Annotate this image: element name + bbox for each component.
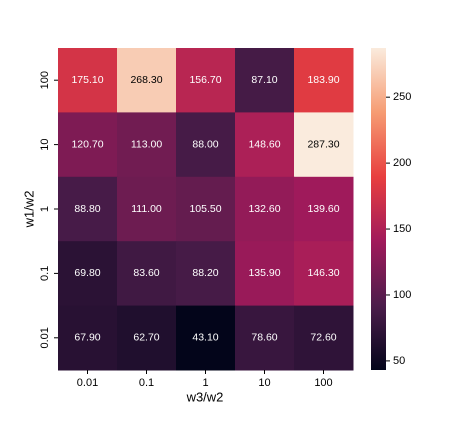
cell-label: 120.70 — [71, 138, 103, 150]
cell-label: 175.10 — [71, 74, 103, 86]
heatmap-cell — [117, 176, 177, 242]
colorbar-tick-label: 100 — [393, 289, 411, 301]
heatmap-cell — [235, 176, 295, 242]
cell-label: 148.60 — [248, 138, 280, 150]
cell-label: 113.00 — [131, 138, 162, 150]
cell-label: 88.00 — [192, 138, 218, 150]
heatmap-cell — [294, 176, 354, 242]
heatmap-cell — [235, 241, 295, 307]
colorbar-tick-label: 150 — [393, 223, 411, 235]
cell-label: 156.70 — [189, 74, 221, 86]
heatmap-cell — [294, 305, 354, 371]
x-tick-label: 10 — [258, 377, 270, 389]
heatmap-cell — [58, 241, 118, 307]
cell-label: 139.60 — [307, 203, 339, 215]
cell-label: 78.60 — [251, 332, 277, 344]
cell-label: 72.60 — [310, 332, 336, 344]
heatmap-cell — [117, 305, 177, 371]
y-tick-label: 10 — [39, 138, 51, 150]
x-tick-label: 100 — [314, 377, 332, 389]
heatmap-cell — [117, 241, 177, 307]
colorbar-tick-label: 250 — [393, 91, 411, 103]
colorbar-tick-label: 50 — [393, 355, 405, 367]
x-tick-label: 0.1 — [139, 377, 154, 389]
x-axis-label: w3/w2 — [186, 389, 224, 404]
colorbar-tick-label: 200 — [393, 157, 411, 169]
heatmap-cell — [235, 112, 295, 178]
cell-label: 111.00 — [131, 203, 162, 215]
y-tick-label: 100 — [39, 71, 51, 89]
cell-label: 43.10 — [192, 332, 218, 344]
heatmap-cell — [294, 241, 354, 307]
x-tick-label: 1 — [202, 377, 208, 389]
cell-label: 88.80 — [74, 203, 100, 215]
heatmap-cell — [294, 112, 354, 178]
y-axis-label: w1/w2 — [21, 191, 36, 229]
cell-label: 105.50 — [189, 203, 221, 215]
heatmap-cell — [176, 176, 236, 242]
cell-label: 88.20 — [192, 267, 218, 279]
colorbar — [371, 48, 386, 370]
y-tick-label: 0.01 — [39, 327, 51, 348]
cell-label: 69.80 — [74, 267, 100, 279]
y-tick-label: 1 — [39, 206, 51, 212]
heatmap-cell — [117, 48, 177, 113]
heatmap-cell — [58, 48, 118, 113]
heatmap-cell — [58, 176, 118, 242]
heatmap-cell — [235, 305, 295, 371]
heatmap-cell — [176, 48, 236, 113]
x-tick-label: 0.01 — [77, 377, 98, 389]
cell-label: 287.30 — [307, 138, 339, 150]
y-tick-label: 0.1 — [39, 266, 51, 281]
heatmap-cell — [294, 48, 354, 113]
cell-label: 183.90 — [307, 74, 339, 86]
heatmap-cell — [117, 112, 177, 178]
cell-label: 67.90 — [74, 332, 100, 344]
cell-label: 87.10 — [251, 74, 277, 86]
cell-label: 83.60 — [133, 267, 159, 279]
heatmap-cell — [176, 305, 236, 371]
heatmap-cell — [58, 305, 118, 371]
heatmap-cell — [235, 48, 295, 113]
heatmap-cell — [176, 241, 236, 307]
cell-label: 268.30 — [130, 74, 162, 86]
heatmap-cell — [176, 112, 236, 178]
heatmap-cell — [58, 112, 118, 178]
cell-label: 146.30 — [307, 267, 339, 279]
cell-label: 62.70 — [133, 332, 159, 344]
cell-label: 135.90 — [248, 267, 280, 279]
cell-label: 132.60 — [248, 203, 280, 215]
